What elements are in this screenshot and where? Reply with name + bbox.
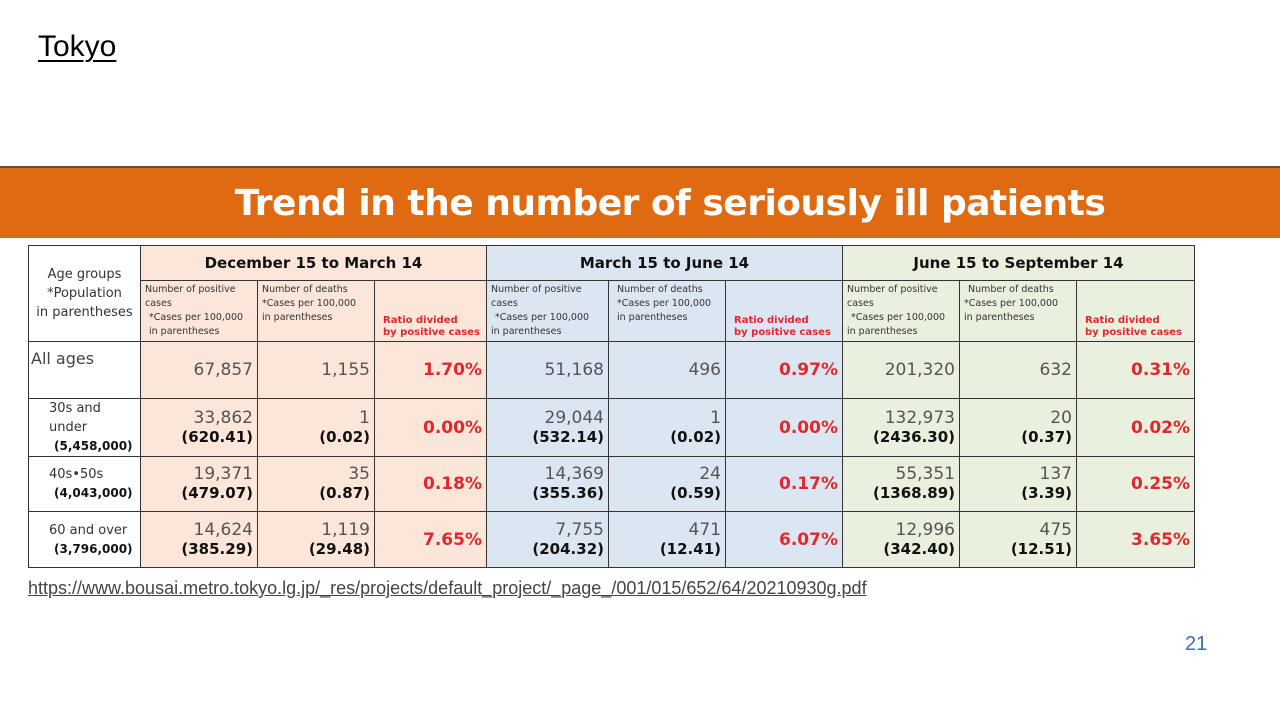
ratio-header: Ratio divided by positive cases xyxy=(374,280,487,342)
page-number: 21 xyxy=(1185,633,1208,655)
table-row-40s-50s: 40s•50s (4,043,000) 19,371 (479.07) 35 (0.… xyxy=(28,456,1196,512)
seriously-ill-table: Age groups *Population in parentheses De… xyxy=(28,245,1196,568)
deaths-cell: 20 (0.37) xyxy=(959,398,1077,457)
deaths-cell: 137 (3.39) xyxy=(959,456,1077,512)
slide-title: Tokyo xyxy=(38,30,117,63)
positive-cases-cell: 14,369 (355.36) xyxy=(486,456,609,512)
ratio-cell: 3.65% xyxy=(1075,511,1196,568)
deaths-header: Number of deaths *Cases per 100,000 in p… xyxy=(608,280,726,342)
ratio-cell: 6.07% xyxy=(725,511,843,568)
population-label: (3,796,000) xyxy=(54,541,133,556)
deaths-cell: 1 (0.02) xyxy=(257,398,375,457)
population-label: (4,043,000) xyxy=(54,486,133,500)
positive-cases-cell: 19,371 (479.07) xyxy=(140,456,258,512)
positive-cases-header: Number of positive cases *Cases per 100,… xyxy=(486,280,609,342)
deaths-cell: 471 (12.41) xyxy=(608,511,726,568)
deaths-header: Number of deaths *Cases per 100,000 in p… xyxy=(257,280,375,342)
deaths-cell: 24 (0.59) xyxy=(608,456,726,512)
positive-cases-cell: 132,973 (2436.30) xyxy=(842,398,960,457)
positive-cases-cell: 51,168 xyxy=(486,341,609,399)
ratio-cell: 7.65% xyxy=(374,511,487,568)
positive-cases-cell: 55,351 (1368.89) xyxy=(842,456,960,512)
age-label: 60 and over (3,796,000) xyxy=(28,511,141,568)
ratio-cell: 1.70% xyxy=(374,341,487,399)
deaths-cell: 1,155 xyxy=(257,341,375,399)
banner-title: Trend in the number of seriously ill pat… xyxy=(234,182,1106,224)
ratio-cell: 0.25% xyxy=(1075,456,1196,512)
age-groups-header: Age groups *Population in parentheses xyxy=(28,245,141,342)
ratio-cell: 0.00% xyxy=(374,398,487,457)
positive-cases-cell: 67,857 xyxy=(140,341,258,399)
table-row-all-ages: All ages 67,857 1,155 1.70% 51,168 496 0… xyxy=(28,341,1196,399)
ratio-header: Ratio divided by positive cases xyxy=(725,280,843,342)
positive-cases-cell: 12,996 (342.40) xyxy=(842,511,960,568)
ratio-header: Ratio divided by positive cases xyxy=(1075,280,1196,342)
positive-cases-header: Number of positive cases *Cases per 100,… xyxy=(140,280,258,342)
positive-cases-cell: 29,044 (532.14) xyxy=(486,398,609,457)
ratio-cell: 0.31% xyxy=(1075,341,1196,399)
deaths-cell: 1,119 (29.48) xyxy=(257,511,375,568)
positive-cases-cell: 14,624 (385.29) xyxy=(140,511,258,568)
age-label: All ages xyxy=(28,341,141,399)
population-label: (5,458,000) xyxy=(54,439,133,453)
table-row-60-and-over: 60 and over (3,796,000) 14,624 (385.29) 1… xyxy=(28,511,1196,568)
positive-cases-cell: 33,862 (620.41) xyxy=(140,398,258,457)
ratio-cell: 0.18% xyxy=(374,456,487,512)
deaths-header: Number of deaths *Cases per 100,000 in p… xyxy=(959,280,1077,342)
deaths-cell: 475 (12.51) xyxy=(959,511,1077,568)
positive-cases-cell: 7,755 (204.32) xyxy=(486,511,609,568)
deaths-cell: 496 xyxy=(608,341,726,399)
deaths-cell: 1 (0.02) xyxy=(608,398,726,457)
source-link[interactable]: https://www.bousai.metro.tokyo.lg.jp/_re… xyxy=(28,578,867,598)
age-label: 30s and under (5,458,000) xyxy=(28,398,141,457)
ratio-cell: 0.00% xyxy=(725,398,843,457)
section-banner: Trend in the number of seriously ill pat… xyxy=(0,166,1280,238)
period-header-3: June 15 to September 14 xyxy=(841,245,1196,281)
deaths-cell: 35 (0.87) xyxy=(257,456,375,512)
age-label: 40s•50s (4,043,000) xyxy=(28,456,141,512)
period-header-1: December 15 to March 14 xyxy=(140,245,487,281)
ratio-cell: 0.17% xyxy=(725,456,843,512)
ratio-cell: 0.02% xyxy=(1075,398,1196,457)
deaths-cell: 632 xyxy=(959,341,1077,399)
ratio-cell: 0.97% xyxy=(725,341,843,399)
period-header-2: March 15 to June 14 xyxy=(486,245,843,281)
positive-cases-cell: 201,320 xyxy=(842,341,960,399)
table-row-30s-and-under: 30s and under (5,458,000) 33,862 (620.41)… xyxy=(28,398,1196,457)
positive-cases-header: Number of positive cases *Cases per 100,… xyxy=(842,280,960,342)
